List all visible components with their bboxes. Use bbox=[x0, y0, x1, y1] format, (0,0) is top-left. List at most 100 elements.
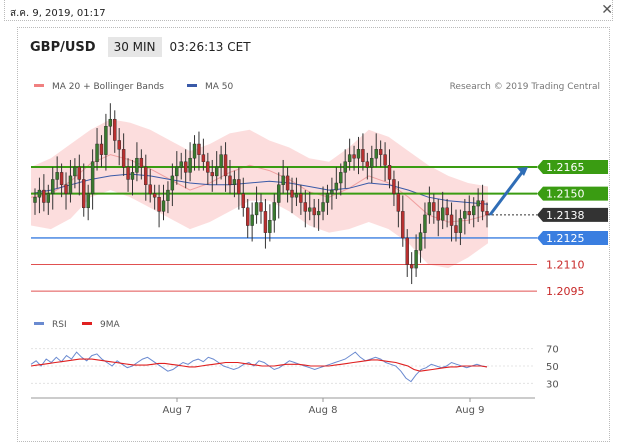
candle-body bbox=[285, 175, 290, 191]
candle-body bbox=[73, 166, 77, 177]
candle-body bbox=[290, 189, 294, 198]
candle-body bbox=[374, 149, 378, 159]
candle-body bbox=[392, 179, 396, 194]
candle-body bbox=[263, 211, 268, 233]
ma20-legend-swatch bbox=[34, 84, 44, 87]
candle-body bbox=[449, 214, 454, 226]
rsi-ma-legend-label: 9MA bbox=[100, 320, 120, 330]
timeframe-badge[interactable]: 30 MIN bbox=[107, 37, 162, 57]
candle-body bbox=[480, 200, 485, 212]
candle-body bbox=[352, 154, 356, 159]
candle-body bbox=[55, 172, 59, 180]
candle-body bbox=[117, 140, 121, 150]
candle-body bbox=[370, 157, 374, 168]
candle-body bbox=[365, 161, 370, 168]
candle-body bbox=[82, 179, 86, 209]
candle-body bbox=[312, 207, 316, 216]
candle-body bbox=[130, 172, 135, 180]
candle-body bbox=[356, 149, 361, 159]
rsi-legend-swatch bbox=[34, 322, 44, 325]
candle-body bbox=[485, 211, 489, 216]
candle-body bbox=[170, 175, 175, 191]
candle-body bbox=[458, 218, 463, 233]
candle-body bbox=[334, 182, 339, 191]
level-tag-1-2150 bbox=[537, 186, 608, 201]
close-icon[interactable]: ✕ bbox=[601, 2, 613, 18]
candle-body bbox=[259, 202, 263, 212]
candle-body bbox=[223, 154, 228, 177]
candle-body bbox=[197, 143, 201, 155]
candle-body bbox=[183, 161, 188, 173]
candle-body bbox=[476, 200, 480, 207]
candle-body bbox=[121, 149, 126, 168]
candle-body bbox=[46, 193, 50, 203]
candle-body bbox=[423, 214, 427, 233]
candle-body bbox=[445, 207, 449, 216]
candle-body bbox=[409, 264, 414, 269]
candle-body bbox=[161, 200, 166, 212]
candle-body bbox=[378, 149, 383, 155]
candle-body bbox=[387, 165, 392, 180]
candle-body bbox=[166, 189, 170, 201]
candle-body bbox=[316, 211, 321, 216]
rsi-tick-70: 70 bbox=[546, 345, 559, 356]
candle-body bbox=[157, 196, 161, 212]
candle-body bbox=[250, 214, 254, 226]
candle-body bbox=[299, 193, 303, 203]
candle-body bbox=[472, 205, 476, 216]
candle-body bbox=[405, 237, 409, 265]
level-label-1-2125: 1.2125 bbox=[546, 232, 585, 245]
candle-body bbox=[175, 166, 179, 177]
candle-body bbox=[99, 143, 104, 155]
candle-body bbox=[144, 166, 148, 185]
candle-body bbox=[254, 202, 259, 216]
candle-body bbox=[86, 193, 90, 209]
candle-body bbox=[95, 143, 99, 162]
candle-body bbox=[321, 202, 325, 212]
level-tag-1-2125 bbox=[537, 230, 608, 245]
candle-body bbox=[188, 157, 192, 173]
rsi-ma-line bbox=[30, 358, 488, 372]
candle-body bbox=[139, 157, 144, 168]
candle-body bbox=[246, 207, 250, 226]
candle-body bbox=[396, 193, 401, 212]
candle-body bbox=[272, 202, 276, 221]
level-label-1-2165: 1.2165 bbox=[546, 161, 585, 174]
x-tick-label: Aug 8 bbox=[308, 405, 337, 416]
candle-body bbox=[104, 126, 108, 155]
candle-body bbox=[277, 184, 281, 203]
chart-panel bbox=[17, 27, 610, 442]
ma50-line bbox=[30, 173, 489, 205]
candle-body bbox=[361, 149, 365, 162]
candle-body bbox=[206, 161, 210, 173]
candle-body bbox=[237, 179, 241, 194]
candle-body bbox=[241, 193, 245, 209]
candle-body bbox=[343, 161, 347, 173]
candle-body bbox=[37, 189, 42, 198]
candle-body bbox=[347, 154, 352, 162]
x-tick-label: Aug 7 bbox=[162, 405, 191, 416]
level-label-1-2138: 1.2138 bbox=[546, 209, 585, 222]
x-tick-label: Aug 9 bbox=[455, 405, 484, 416]
rsi-tick-50: 50 bbox=[546, 362, 559, 373]
candle-body bbox=[148, 184, 152, 194]
top-bar bbox=[4, 0, 613, 21]
candle-body bbox=[59, 172, 64, 185]
candle-body bbox=[281, 175, 285, 185]
credit-label: Research © 2019 Trading Central bbox=[450, 82, 600, 92]
candle-body bbox=[436, 211, 440, 221]
candle-body bbox=[414, 250, 418, 269]
rsi-line bbox=[30, 351, 488, 383]
ma50-legend-label: MA 50 bbox=[205, 82, 234, 92]
candle-body bbox=[179, 161, 183, 168]
candle-body bbox=[33, 196, 37, 203]
ma50-legend-swatch bbox=[187, 84, 197, 87]
candle-body bbox=[383, 154, 387, 166]
candle-body bbox=[214, 166, 219, 177]
candle-body bbox=[454, 225, 458, 233]
level-label-1-2150: 1.2150 bbox=[546, 188, 585, 201]
candle-body bbox=[135, 157, 139, 173]
level-tag-1-2165 bbox=[537, 160, 608, 175]
candle-body bbox=[418, 232, 423, 251]
candle-body bbox=[152, 193, 157, 198]
